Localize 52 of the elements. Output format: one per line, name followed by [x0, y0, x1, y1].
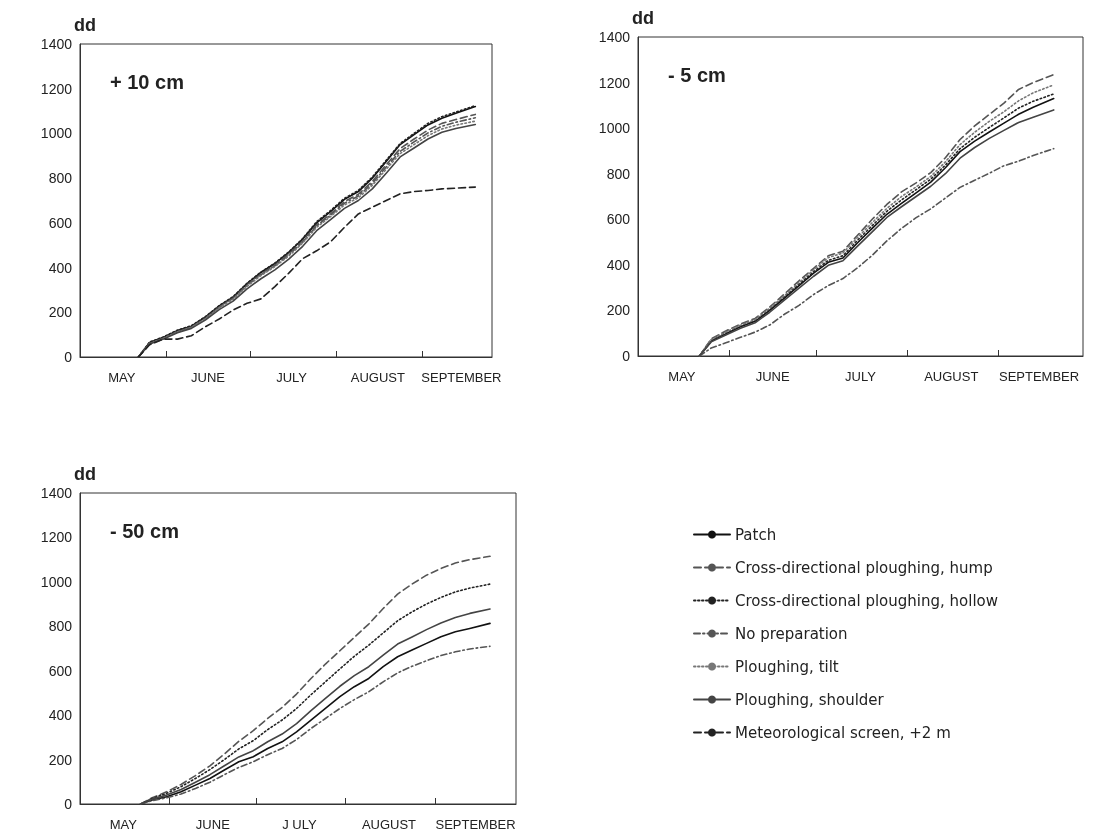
y-tick-label: 0 — [64, 796, 73, 812]
annotation: + 10 cm — [110, 71, 184, 93]
y-tick-label: 200 — [48, 751, 73, 768]
x-tick-label: JULY — [276, 370, 308, 385]
x-tick-label: J ULY — [282, 817, 317, 832]
legend-label: Patch — [735, 525, 777, 544]
y-tick-label: 1400 — [598, 29, 631, 45]
legend-label: Cross-directional ploughing, hollow — [735, 591, 998, 610]
y-tick-label: 600 — [48, 662, 73, 679]
y-tick-label: 400 — [606, 256, 631, 273]
legend-label: Meteorological screen, +2 m — [735, 723, 951, 742]
x-tick-label: MAY — [108, 370, 136, 385]
x-tick-label: JULY — [845, 369, 877, 384]
y-tick-label: 800 — [48, 618, 73, 635]
y-tick-label: 1000 — [40, 125, 73, 142]
legend-label: No preparation — [735, 624, 848, 643]
legend-label: Ploughing, tilt — [735, 657, 839, 676]
legend-label: Ploughing, shoulder — [735, 690, 885, 709]
y-tick-label: 1000 — [40, 573, 73, 590]
y-tick-label: 400 — [48, 259, 73, 276]
y-tick-label: 200 — [606, 302, 631, 319]
x-tick-label: SEPTEMBER — [998, 369, 1080, 384]
y-tick-label: 1400 — [40, 36, 73, 52]
y-tick-label: 600 — [48, 214, 73, 231]
y-tick-label: 600 — [606, 211, 631, 228]
annotation: - 5 cm — [668, 64, 726, 86]
annotation: - 50 cm — [110, 520, 179, 542]
x-tick-label: AUGUST — [924, 369, 979, 384]
y-tick-label: 400 — [48, 707, 73, 724]
x-tick-label: JUNE — [755, 369, 790, 384]
y-tick-label: 0 — [64, 349, 73, 365]
x-tick-label: JUNE — [195, 817, 231, 832]
y-tick-label: 0 — [622, 348, 631, 364]
y-tick-label: 800 — [48, 170, 73, 187]
y-axis-title: dd — [632, 8, 654, 28]
legend-label: Cross-directional ploughing, hump — [735, 558, 993, 577]
x-tick-label: AUGUST — [361, 817, 417, 832]
x-tick-label: SEPTEMBER — [421, 370, 502, 385]
x-tick-label: MAY — [109, 817, 138, 832]
y-tick-label: 1400 — [40, 485, 73, 501]
y-tick-label: 1200 — [598, 74, 631, 91]
y-tick-label: 1200 — [40, 529, 73, 546]
y-tick-label: 1200 — [40, 80, 73, 97]
y-axis-title: dd — [74, 464, 96, 484]
y-tick-label: 200 — [48, 304, 73, 321]
x-tick-label: SEPTEMBER — [435, 817, 516, 832]
y-tick-label: 800 — [606, 165, 631, 182]
x-tick-label: MAY — [668, 369, 696, 384]
y-axis-title: dd — [74, 15, 96, 35]
x-tick-label: AUGUST — [350, 370, 406, 385]
x-tick-label: JUNE — [191, 370, 226, 385]
y-tick-label: 1000 — [598, 120, 631, 137]
